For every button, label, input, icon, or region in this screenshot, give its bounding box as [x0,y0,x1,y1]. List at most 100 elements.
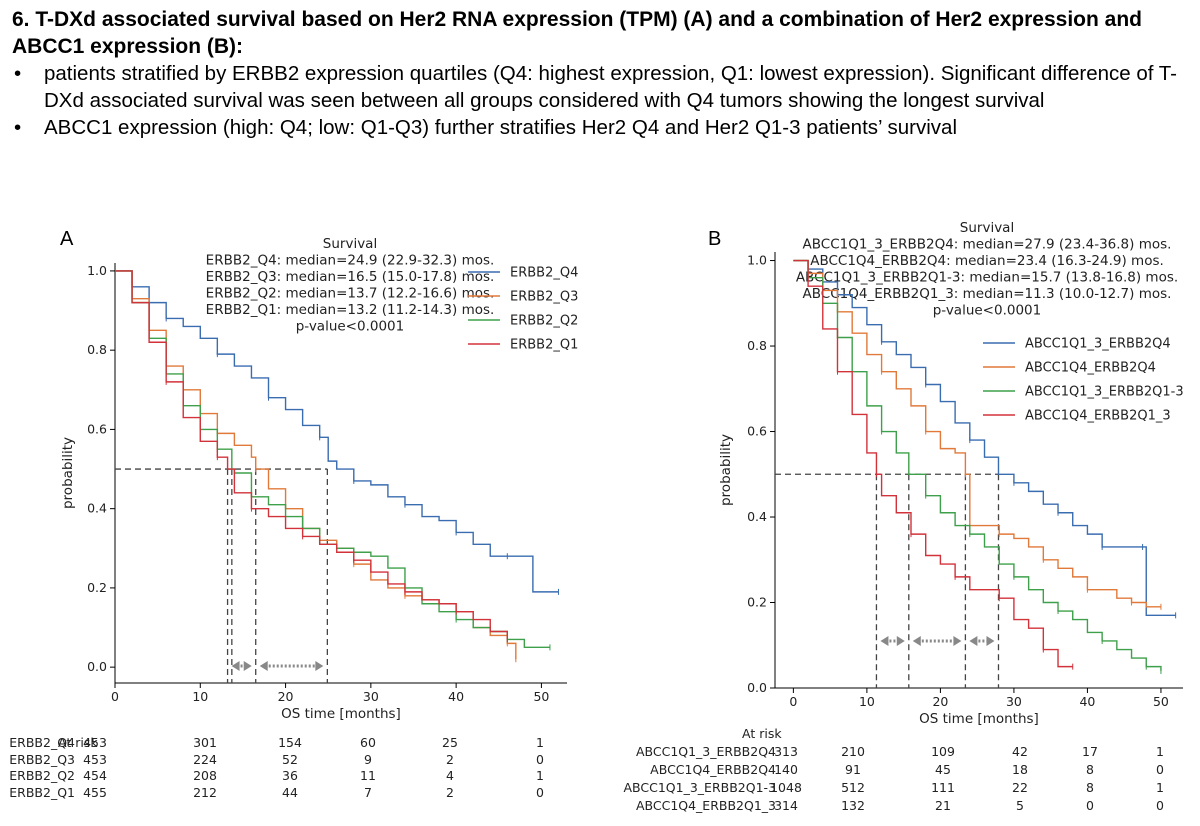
arrow-head-left [880,636,889,646]
x-axis-label: OS time [months] [281,706,401,722]
at-risk-count: 208 [193,768,217,783]
at-risk-count: 453 [83,751,107,767]
at-risk-count: 453 [83,735,107,750]
bullet-item: ABCC1 expression (high: Q4; low: Q1-Q3) … [12,114,1192,141]
y-axis-label: probability [718,434,734,506]
at-risk-count: 4 [446,768,454,783]
x-tick-label: 20 [278,689,294,704]
legend-label: ABCC1Q4_ERBB2Q1_3 [1025,409,1171,424]
at-risk-row-label: ERBB2_Q1 [9,784,75,800]
x-tick-label: 40 [1079,694,1095,709]
at-risk-row-label: ABCC1Q4_ERBB2Q1_3 [635,798,776,813]
y-tick-label: 1.0 [747,253,767,268]
at-risk-row-label: ABCC1Q1_3_ERBB2Q1-3 [623,780,776,795]
legend-label: ABCC1Q4_ERBB2Q4 [1025,361,1156,376]
x-tick-label: 40 [448,689,464,704]
arrow-head-right [243,661,252,671]
median-annotation: ERBB2_Q1: median=13.2 (11.2-14.3) mos. [206,302,495,318]
legend-label: ERBB2_Q2 [510,314,578,329]
km-curve-erbb2_q4 [115,270,559,593]
median-annotation: ERBB2_Q3: median=16.5 (15.0-17.8) mos. [206,269,495,285]
y-tick-label: 0.6 [747,424,767,439]
at-risk-count: 2 [446,784,454,800]
at-risk-count: 0 [536,751,544,767]
at-risk-row-label: ABCC1Q1_3_ERBB2Q4 [635,744,776,759]
at-risk-count: 454 [83,768,107,783]
arrow-head-right [315,661,324,671]
at-risk-count: 0 [1086,798,1094,813]
bullet-list: patients stratified by ERBB2 expression … [12,60,1192,141]
at-risk-count: 210 [841,744,865,759]
arrow-head-left [231,661,240,671]
p-value-label: p-value<0.0001 [933,303,1042,319]
arrow-head-right [896,636,905,646]
at-risk-count: 314 [774,798,798,813]
at-risk-count: 18 [1012,762,1028,777]
at-risk-count: 301 [193,735,217,750]
x-tick-label: 10 [859,694,875,709]
at-risk-count: 11 [360,768,376,783]
at-risk-count: 1 [536,768,544,783]
x-tick-label: 0 [111,689,119,704]
at-risk-count: 0 [1156,798,1164,813]
legend-label: ERBB2_Q4 [510,266,578,281]
at-risk-count: 111 [931,780,955,795]
y-tick-label: 0.0 [87,659,107,674]
at-risk-count: 0 [536,784,544,800]
at-risk-count: 140 [774,762,798,777]
at-risk-count: 44 [282,784,298,800]
chart-title: Survival [323,236,377,252]
legend-label: ABCC1Q1_3_ERBB2Q1-3 [1025,385,1184,400]
median-annotation: ABCC1Q4_ERBB2Q1_3: median=11.3 (10.0-12.… [803,286,1172,302]
at-risk-count: 60 [360,735,376,750]
slide-header: 6. T-DXd associated survival based on He… [12,6,1192,141]
arrow-head-left [259,661,268,671]
at-risk-header: At risk [58,735,98,750]
x-tick-label: 30 [1006,694,1022,709]
at-risk-count: 8 [1086,780,1094,795]
arrow-head-left [912,636,921,646]
bullet-item: patients stratified by ERBB2 expression … [12,60,1192,114]
at-risk-count: 1 [1156,780,1164,795]
median-annotation: ABCC1Q1_3_ERBB2Q1-3: median=15.7 (13.8-1… [796,270,1178,286]
at-risk-count: 5 [1016,798,1024,813]
at-risk-count: 45 [935,762,951,777]
at-risk-count: 154 [278,735,302,750]
at-risk-row-label: ERBB2_Q4 [9,735,75,750]
x-tick-label: 50 [1153,694,1169,709]
at-risk-count: 512 [841,780,865,795]
at-risk-count: 22 [1012,780,1028,795]
at-risk-header: At risk [742,726,782,741]
km-curve-abcc1q1_3_erbb2q1-3 [793,259,1162,671]
at-risk-count: 0 [1156,762,1164,777]
at-risk-count: 8 [1086,762,1094,777]
panel-label-a: A [60,228,74,250]
km-curve-abcc1q4_erbb2q1_3 [793,259,1073,668]
median-annotation: ABCC1Q1_3_ERBB2Q4: median=27.9 (23.4-36.… [803,237,1172,253]
y-axis-label: probability [60,437,76,509]
at-risk-count: 1 [1156,744,1164,759]
median-annotation: ABCC1Q4_ERBB2Q4: median=23.4 (16.3-24.9)… [810,253,1164,269]
at-risk-count: 25 [442,735,458,750]
arrow-head-left [969,636,978,646]
at-risk-count: 313 [774,744,798,759]
at-risk-count: 2 [446,751,454,767]
arrow-head-right [986,636,995,646]
y-tick-label: 0.4 [87,501,107,516]
y-tick-label: 0.8 [87,342,107,357]
at-risk-row-label: ABCC1Q4_ERBB2Q4 [650,762,776,777]
y-tick-label: 0.6 [87,421,107,436]
at-risk-count: 1 [536,735,544,750]
at-risk-count: 109 [931,744,955,759]
at-risk-table-a: At risk ERBB2_Q4 453 301 154 60 25 1 ERBB2_Q3 453… [0,735,600,825]
at-risk-row-label: ERBB2_Q3 [9,751,75,767]
y-tick-label: 0.0 [747,680,767,695]
at-risk-count: 132 [841,798,865,813]
at-risk-count: 52 [282,751,298,767]
x-tick-label: 30 [363,689,379,704]
legend-label: ERBB2_Q1 [510,338,578,353]
at-risk-count: 7 [364,784,372,800]
at-risk-count: 9 [364,751,372,767]
